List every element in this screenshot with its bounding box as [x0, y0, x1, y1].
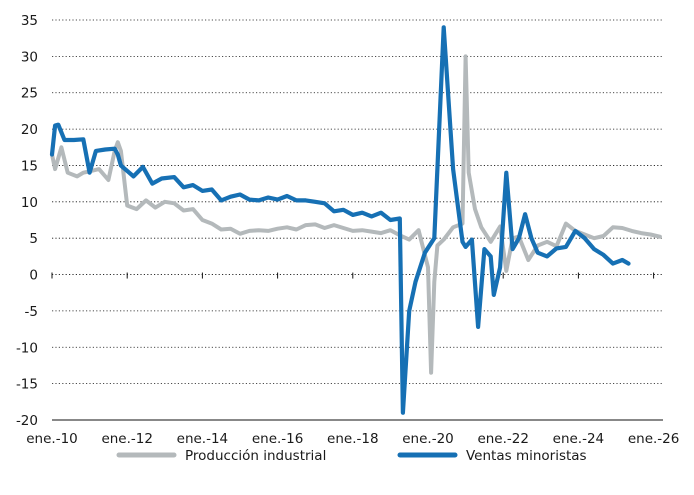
- x-tick-label: ene.-10: [26, 431, 78, 447]
- legend: Producción industrial Ventas minoristas: [116, 448, 587, 464]
- x-tick-label: ene.-24: [553, 431, 605, 447]
- series-line-produccion-industrial: [50, 54, 662, 375]
- y-tick-label: 15: [21, 158, 38, 174]
- x-tick-label: ene.-26: [628, 431, 680, 447]
- axes: 35 30 25 20 15 10 5 0 -5 -10 -15 -20 ene.-10 ene.-12 e…: [16, 13, 679, 447]
- legend-label: Producción industrial: [185, 448, 326, 464]
- x-tick-label: ene.-12: [101, 431, 153, 447]
- y-tick-label: -20: [16, 413, 38, 429]
- x-tick-label: ene.-16: [252, 431, 304, 447]
- x-tick-label: ene.-22: [477, 431, 529, 447]
- y-tick-label: -15: [16, 377, 38, 393]
- y-tick-label: 5: [29, 231, 38, 247]
- y-tick-label: 35: [21, 13, 38, 29]
- y-tick-label: 0: [29, 268, 38, 284]
- series-lines: [49, 25, 662, 415]
- y-tick-label: 10: [21, 195, 38, 211]
- series-line-ventas-minoristas: [49, 25, 631, 415]
- y-tick-label: 30: [21, 49, 38, 65]
- y-tick-label: -5: [25, 304, 38, 320]
- x-tick-label: ene.-18: [327, 431, 379, 447]
- x-tick-label: ene.-14: [177, 431, 229, 447]
- y-tick-label: -10: [16, 340, 38, 356]
- y-tick-label: 20: [21, 122, 38, 138]
- y-tick-label: 25: [21, 86, 38, 102]
- legend-label: Ventas minoristas: [466, 448, 587, 464]
- x-tick-label: ene.-20: [402, 431, 454, 447]
